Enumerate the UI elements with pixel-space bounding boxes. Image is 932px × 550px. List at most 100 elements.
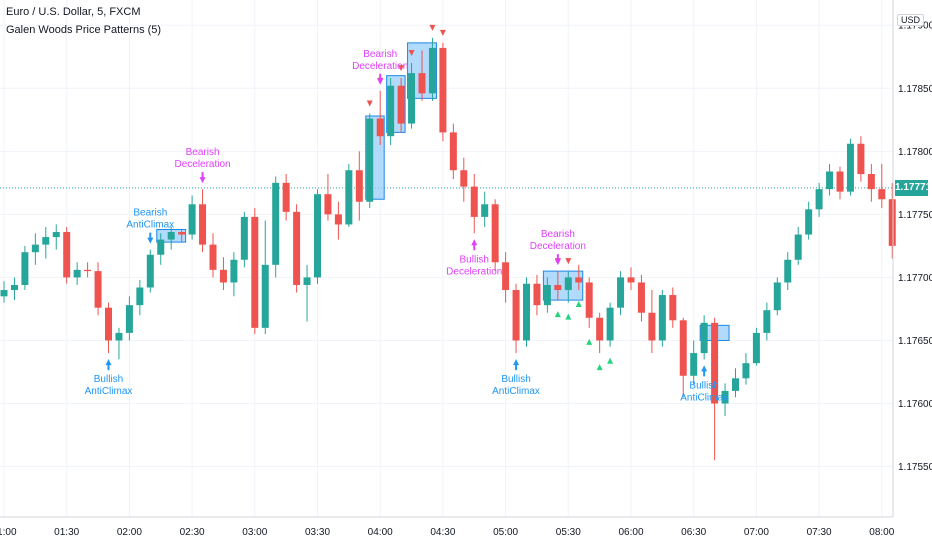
- down-triangle: [366, 100, 373, 107]
- candle-down: [596, 317, 604, 341]
- symbol-title[interactable]: Euro / U.S. Dollar, 5, FXCM: [6, 6, 141, 18]
- pattern-label: Deceleration: [174, 159, 230, 170]
- candle-down: [836, 171, 844, 192]
- candle-up: [230, 259, 238, 283]
- candle-up: [115, 332, 123, 341]
- candle-down: [94, 271, 102, 308]
- candle-up: [523, 283, 530, 341]
- pattern-label: Deceleration: [530, 241, 586, 252]
- candle-down: [63, 232, 71, 278]
- candle-up: [826, 171, 834, 190]
- candle-up: [303, 277, 311, 285]
- candle-down: [418, 73, 426, 94]
- time-tick-label: 04:00: [368, 527, 393, 538]
- candle-up: [700, 322, 708, 354]
- pattern-label: AntiClimax: [126, 220, 174, 231]
- candle-down: [219, 269, 227, 283]
- pattern-label: Bullish: [689, 380, 718, 391]
- arrow-up-icon: [701, 365, 708, 377]
- candle-up: [805, 209, 813, 235]
- candle-down: [460, 170, 468, 187]
- indicator-title[interactable]: Galen Woods Price Patterns (5): [6, 24, 162, 36]
- arrow-up-icon: [471, 239, 478, 251]
- candle-up: [408, 73, 416, 124]
- candle-up: [773, 282, 781, 311]
- time-tick-label: 05:30: [556, 527, 581, 538]
- candle-down: [251, 216, 259, 328]
- candle-down: [554, 284, 562, 291]
- candle-up: [815, 189, 823, 210]
- candle-up: [784, 259, 792, 283]
- candle-down: [711, 322, 719, 404]
- price-tick-label: 1.17650: [898, 336, 932, 347]
- arrow-down-icon: [377, 73, 384, 85]
- time-tick-label: 01:00: [0, 527, 17, 538]
- down-triangle: [439, 29, 446, 36]
- down-triangle: [408, 50, 415, 57]
- pattern-label: Bearish: [186, 147, 220, 158]
- arrow-down-icon: [199, 172, 206, 184]
- candle-up: [690, 353, 698, 376]
- price-tick-label: 1.17550: [898, 462, 932, 473]
- candle-up: [272, 182, 280, 265]
- candle-up: [617, 277, 625, 308]
- candle-up: [763, 310, 771, 333]
- candle-up: [157, 239, 165, 255]
- candle-down: [355, 170, 363, 202]
- candle-up: [261, 264, 269, 328]
- candle-down: [470, 186, 478, 217]
- time-tick-label: 03:00: [242, 527, 267, 538]
- candle-down: [376, 118, 384, 137]
- pattern-label: Bullish: [460, 254, 489, 265]
- price-tick-label: 1.17750: [898, 210, 932, 221]
- candle-down: [293, 211, 301, 285]
- up-triangle: [575, 301, 582, 308]
- up-triangle: [607, 357, 614, 364]
- candle-up: [721, 390, 729, 404]
- candle-down: [585, 282, 593, 318]
- candles: [0, 37, 896, 461]
- down-triangle: [565, 258, 572, 265]
- candle-up: [366, 118, 374, 202]
- candle-up: [387, 85, 395, 137]
- candle-up: [742, 363, 750, 379]
- candle-down: [648, 312, 656, 341]
- pattern-label: AntiClimax: [680, 392, 728, 403]
- price-tick-label: 1.17600: [898, 399, 932, 410]
- time-axis[interactable]: 01:00 01:30 02:00 02:30 03:00 03:30 04:00 04:30…: [0, 527, 932, 538]
- candle-down: [282, 182, 290, 212]
- candle-down: [669, 295, 677, 321]
- candle-down: [491, 204, 499, 263]
- candle-down: [878, 189, 886, 200]
- price-tick-label: 1.17800: [898, 147, 932, 158]
- time-tick-label: 06:00: [618, 527, 643, 538]
- arrow-down-icon: [147, 232, 154, 244]
- candle-up: [136, 287, 144, 306]
- candle-up: [146, 254, 154, 288]
- candle-up: [188, 204, 196, 235]
- candle-down: [575, 277, 583, 283]
- pattern-label: Bullish: [501, 374, 530, 385]
- up-triangle: [596, 364, 603, 371]
- price-tick-label: 1.17700: [898, 273, 932, 284]
- candle-down: [397, 85, 405, 124]
- pattern-label: Bearish: [133, 208, 167, 219]
- price-axis[interactable]: 1.17550 1.17600 1.17650 1.17700 1.17750 1.178…: [898, 21, 932, 473]
- candle-up: [658, 295, 666, 341]
- candle-up: [543, 284, 551, 306]
- candle-down: [637, 282, 645, 313]
- pattern-label: Bearish: [363, 49, 397, 60]
- time-tick-label: 04:30: [430, 527, 455, 538]
- pattern-label: Bullish: [94, 374, 123, 385]
- time-tick-label: 07:00: [744, 527, 769, 538]
- candle-down: [857, 143, 865, 175]
- currency-tag[interactable]: USD: [896, 14, 924, 26]
- candle-up: [52, 232, 60, 238]
- candle-down: [439, 47, 447, 133]
- candle-down: [324, 194, 332, 215]
- candle-up: [846, 143, 854, 192]
- up-triangle: [586, 338, 593, 345]
- pattern-label: Deceleration: [446, 266, 502, 277]
- down-triangle: [398, 65, 405, 72]
